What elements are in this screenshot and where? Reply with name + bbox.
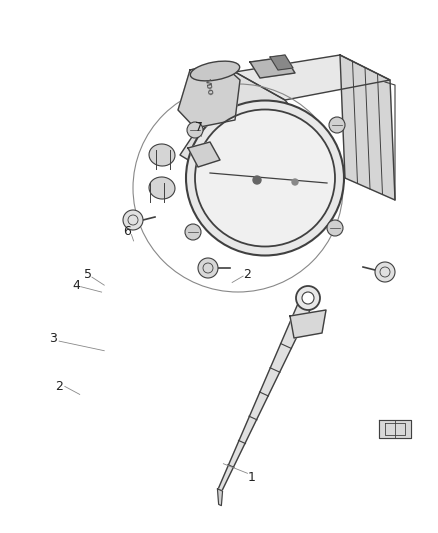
Polygon shape [270, 55, 293, 70]
Ellipse shape [149, 177, 175, 199]
Polygon shape [290, 310, 326, 338]
Text: 7: 7 [195, 122, 203, 134]
Circle shape [296, 286, 320, 310]
Text: 5: 5 [84, 268, 92, 281]
Ellipse shape [191, 61, 240, 81]
Circle shape [198, 258, 218, 278]
Polygon shape [379, 420, 411, 438]
Circle shape [375, 262, 395, 282]
Text: VDO: VDO [204, 78, 212, 96]
Text: 6: 6 [123, 225, 131, 238]
Polygon shape [188, 142, 220, 167]
Polygon shape [218, 295, 314, 491]
Circle shape [302, 292, 314, 304]
Polygon shape [340, 55, 395, 200]
Text: 1: 1 [248, 471, 256, 483]
Text: 2: 2 [244, 268, 251, 281]
Polygon shape [178, 62, 240, 128]
Circle shape [253, 176, 261, 184]
Polygon shape [180, 72, 345, 185]
Ellipse shape [149, 144, 175, 166]
Circle shape [292, 179, 298, 185]
Text: 3: 3 [49, 332, 57, 345]
Circle shape [327, 220, 343, 236]
Polygon shape [250, 57, 295, 78]
Text: 4: 4 [73, 279, 81, 292]
Text: 2: 2 [55, 380, 63, 393]
Ellipse shape [186, 101, 344, 255]
Polygon shape [217, 489, 223, 506]
Circle shape [123, 210, 143, 230]
Ellipse shape [195, 109, 335, 246]
Circle shape [329, 117, 345, 133]
Circle shape [185, 224, 201, 240]
Circle shape [187, 122, 203, 138]
Polygon shape [235, 55, 390, 100]
